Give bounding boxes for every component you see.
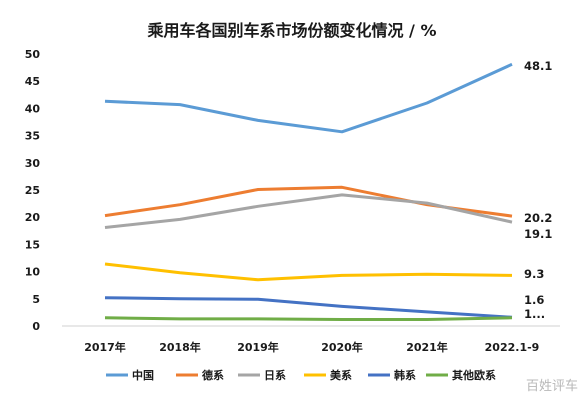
y-tick-label: 40 — [25, 102, 41, 115]
series-line — [104, 62, 513, 134]
data-label: 20.2 — [524, 211, 552, 225]
chart-axes: 0 5 10 15 20 25 30 35 40 45 50 2017年 2018年 2019年 2020年… — [25, 48, 560, 354]
chart-legend: 中国 德系 日系 美系 韩系 其他欧系 — [106, 368, 496, 382]
x-tick-label: 2020年 — [321, 340, 363, 354]
legend-label: 韩系 — [394, 368, 416, 382]
data-label: 1.6 — [524, 293, 544, 307]
legend-label: 日系 — [264, 368, 286, 382]
data-label: 9.3 — [524, 267, 544, 281]
chart-title: 乘用车各国别车系市场份额变化情况 / % — [146, 21, 436, 40]
chart-series — [104, 62, 513, 321]
y-tick-label: 30 — [25, 157, 41, 170]
y-tick-label: 45 — [25, 75, 40, 88]
legend-label: 德系 — [201, 368, 224, 382]
data-label: 48.1 — [524, 59, 552, 73]
legend-label: 美系 — [330, 368, 352, 382]
series-line — [104, 193, 513, 229]
y-tick-label: 5 — [32, 293, 40, 306]
y-tick-label: 50 — [25, 48, 41, 61]
x-tick-label: 2022.1-9 — [485, 341, 540, 354]
x-tick-label: 2017年 — [84, 340, 126, 354]
x-tick-label: 2018年 — [159, 340, 201, 354]
series-line — [104, 296, 513, 319]
series-line — [104, 185, 513, 218]
legend-label: 其他欧系 — [452, 368, 496, 382]
x-tick-label: 2019年 — [237, 340, 279, 354]
watermark-text: 百姓评车 — [526, 378, 578, 394]
y-tick-label: 15 — [25, 238, 40, 251]
y-tick-label: 35 — [25, 130, 40, 143]
y-tick-label: 0 — [32, 320, 40, 333]
data-label: 1... — [524, 307, 545, 321]
series-line — [104, 262, 513, 282]
y-tick-label: 25 — [25, 184, 40, 197]
chart-end-labels: 48.1 20.2 19.1 9.3 1.61... — [524, 59, 552, 321]
data-label: 19.1 — [524, 227, 552, 241]
series-line — [104, 316, 513, 321]
legend-label: 中国 — [132, 368, 154, 382]
y-tick-label: 20 — [25, 211, 41, 224]
x-tick-label: 2021年 — [406, 340, 448, 354]
y-tick-label: 10 — [25, 266, 41, 279]
